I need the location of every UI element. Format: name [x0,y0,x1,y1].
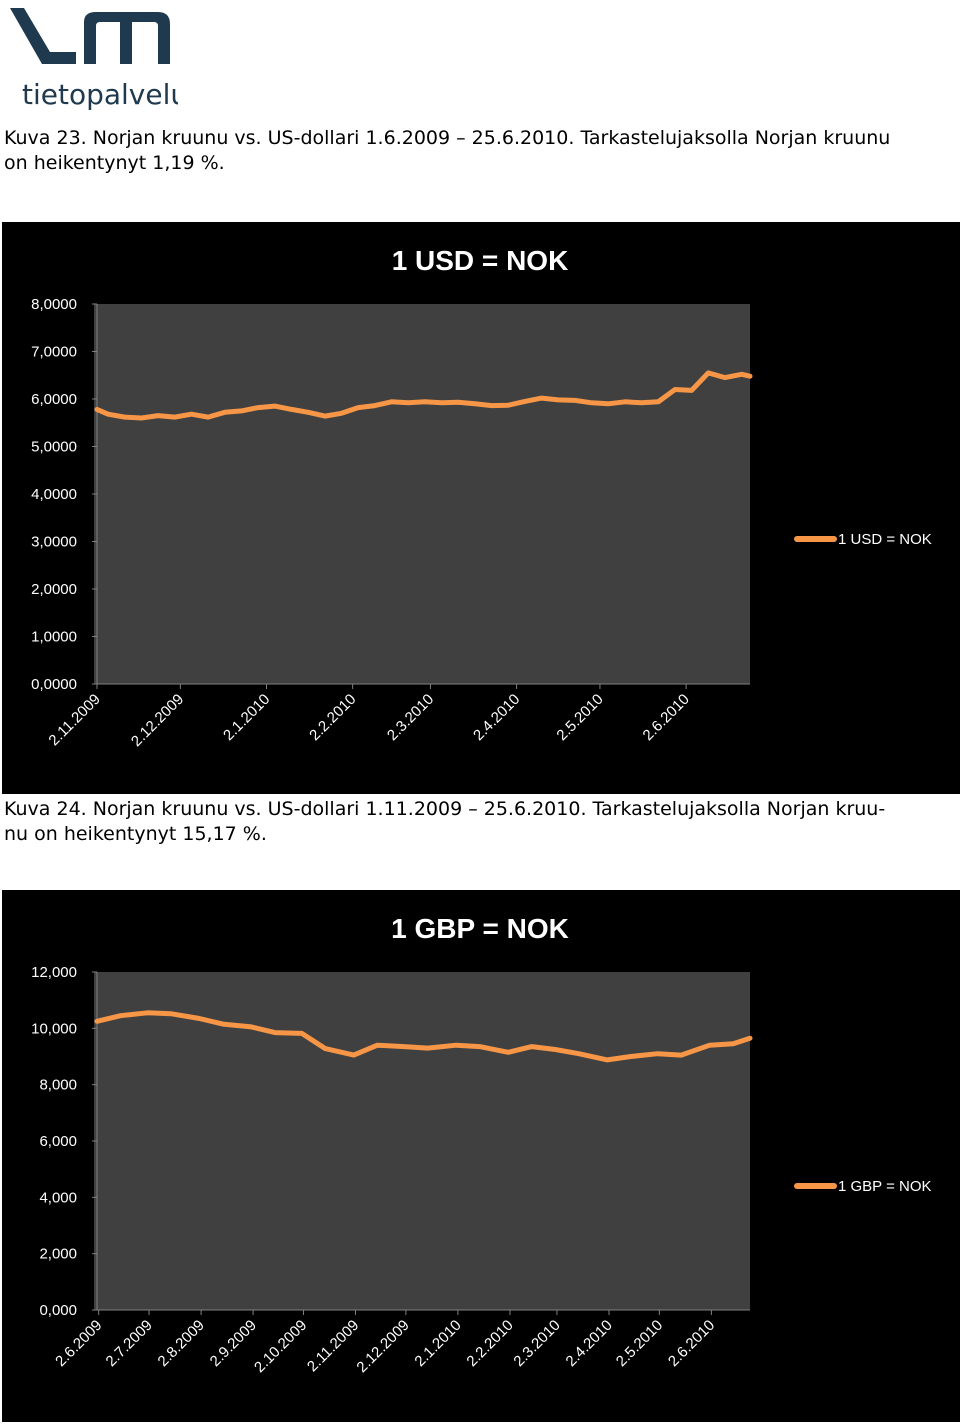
y-tick-label: 0,0000 [31,676,77,693]
x-tick-label: 2.2.2010 [463,1317,516,1370]
caption-line: nu on heikentynyt 15,17 %. [4,823,267,845]
figure-caption-1: Kuva 23. Norjan kruunu vs. US-dollari 1.… [4,126,949,176]
y-tick-label: 8,000 [39,1077,77,1094]
x-tick-label: 2.3.2010 [384,691,437,744]
x-tick-label: 2.3.2010 [510,1317,563,1370]
gbp-nok-series-line [94,1010,753,1063]
y-tick-label: 4,000 [39,1189,77,1206]
usd-nok-series-line [94,370,753,421]
y-tick-label: 5,0000 [31,439,77,456]
usd-nok-chart-svg: 1 USD = NOK 0,0000 1,0000 2,0000 3,0000 4,00… [31,245,932,750]
x-tick-label: 2.2.2010 [306,691,359,744]
x-tick-label: 2.10.2009 [251,1317,310,1376]
caption-line: Kuva 24. Norjan kruunu vs. US-dollari 1.… [4,798,886,820]
y-tick-label: 2,000 [39,1246,77,1263]
x-tick-label: 2.11.2009 [304,1317,362,1375]
usd-nok-chart: 1 USD = NOK 0,0000 1,0000 2,0000 3,0000 4,00… [2,222,960,794]
plot-area [94,972,750,1310]
x-tick-label: 2.12.2009 [353,1317,412,1376]
y-tick-label: 8,0000 [31,296,77,313]
legend-label: 1 GBP = NOK [838,1178,932,1195]
legend-label: 1 USD = NOK [838,531,932,548]
y-tick-label: 6,000 [39,1133,77,1150]
gbp-nok-chart: 1 GBP = NOK 0,000 2,000 4,000 6,000 8,000 10,… [2,890,960,1422]
chart-title: 1 GBP = NOK [391,913,569,944]
x-tick-label: 2.6.2009 [52,1317,105,1370]
caption-line: Kuva 23. Norjan kruunu vs. US-dollari 1.… [4,127,891,149]
y-tick-label: 1,0000 [31,629,77,646]
logo-mark-icon [10,8,170,64]
x-tick-label: 2.5.2010 [613,1317,666,1370]
x-tick-label: 2.4.2010 [470,691,523,744]
y-tick-label: 2,0000 [31,581,77,598]
y-tick-label: 10,000 [31,1020,77,1037]
y-tick-label: 6,0000 [31,391,77,408]
x-tick-label: 2.7.2009 [103,1317,156,1370]
y-tick-label: 4,0000 [31,486,77,503]
x-tick-label: 2.8.2009 [155,1317,208,1370]
x-tick-label: 2.6.2010 [640,691,693,744]
figure-caption-2: Kuva 24. Norjan kruunu vs. US-dollari 1.… [4,797,949,847]
legend: 1 GBP = NOK [794,1178,932,1195]
y-tick-label: 7,0000 [31,344,77,361]
x-tick-label: 2.12.2009 [128,691,187,750]
x-tick-label: 2.5.2010 [553,691,606,744]
gbp-nok-chart-svg: 1 GBP = NOK 0,000 2,000 4,000 6,000 8,000 10,… [31,913,932,1376]
company-logo: tietopalvelut [10,8,178,111]
logo-text: tietopalvelut [22,78,178,111]
y-tick-label: 3,0000 [31,534,77,551]
caption-line: on heikentynyt 1,19 %. [4,152,225,174]
x-tick-label: 2.1.2010 [220,691,273,744]
y-tick-label: 0,000 [39,1302,77,1319]
x-tick-label: 2.11.2009 [45,691,103,749]
chart-title: 1 USD = NOK [392,245,569,276]
x-tick-label: 2.4.2010 [563,1317,616,1370]
y-tick-label: 12,000 [31,964,77,981]
legend: 1 USD = NOK [794,531,932,548]
x-tick-label: 2.6.2010 [665,1317,718,1370]
x-tick-label: 2.1.2010 [411,1317,464,1370]
plot-area [94,304,750,684]
